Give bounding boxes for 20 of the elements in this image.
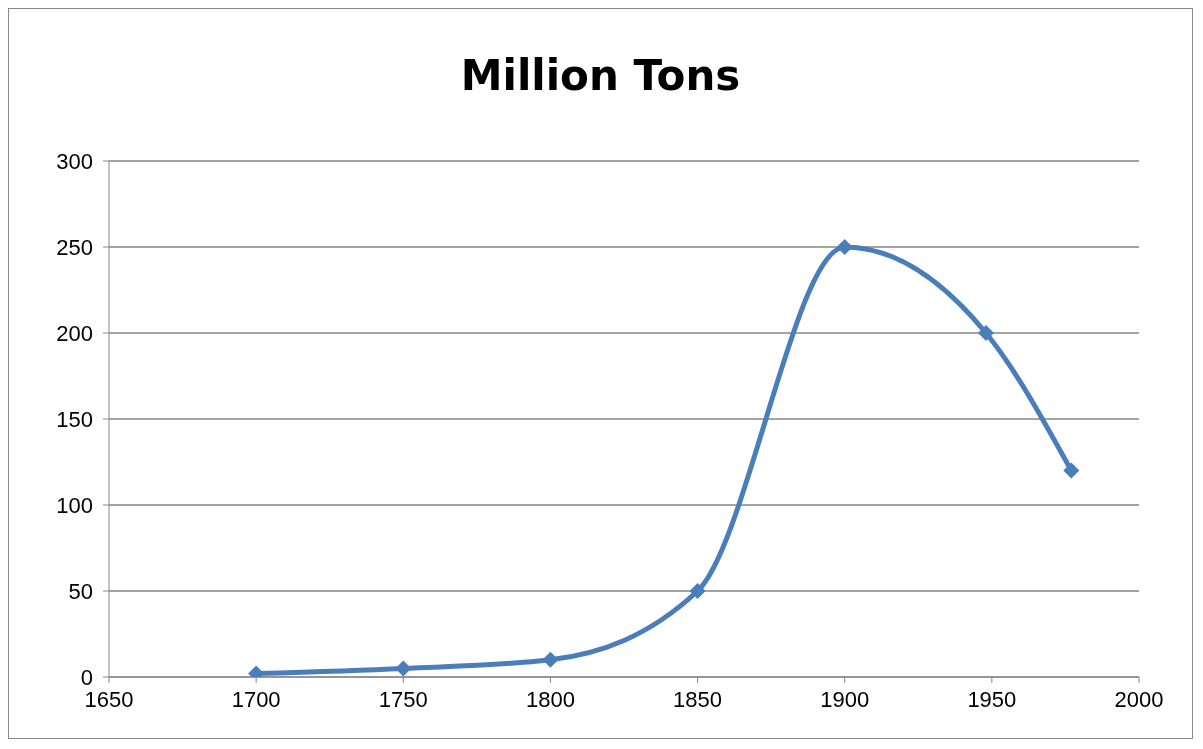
x-tick-label: 1700 — [231, 686, 281, 712]
x-tick-label: 1750 — [378, 686, 428, 712]
y-tick-label: 150 — [56, 406, 93, 432]
x-tick-label: 1800 — [525, 686, 575, 712]
x-tick-label: 1900 — [820, 686, 870, 712]
point — [542, 651, 559, 668]
y-tick-label: 50 — [68, 578, 93, 604]
y-tick-label: 250 — [56, 234, 93, 260]
point — [689, 583, 706, 599]
y-tick-label: 300 — [56, 148, 93, 174]
x-tick-label: 2000 — [1114, 686, 1164, 712]
point — [977, 325, 994, 341]
x-tick-label: 1850 — [673, 686, 723, 712]
x-tick-label: 1950 — [967, 686, 1017, 712]
point — [836, 239, 853, 255]
y-tick-label: 200 — [56, 320, 93, 346]
point — [395, 660, 412, 677]
point — [1063, 462, 1080, 479]
chart-title: Million Tons — [459, 50, 742, 102]
y-tick-label: 100 — [56, 492, 93, 518]
